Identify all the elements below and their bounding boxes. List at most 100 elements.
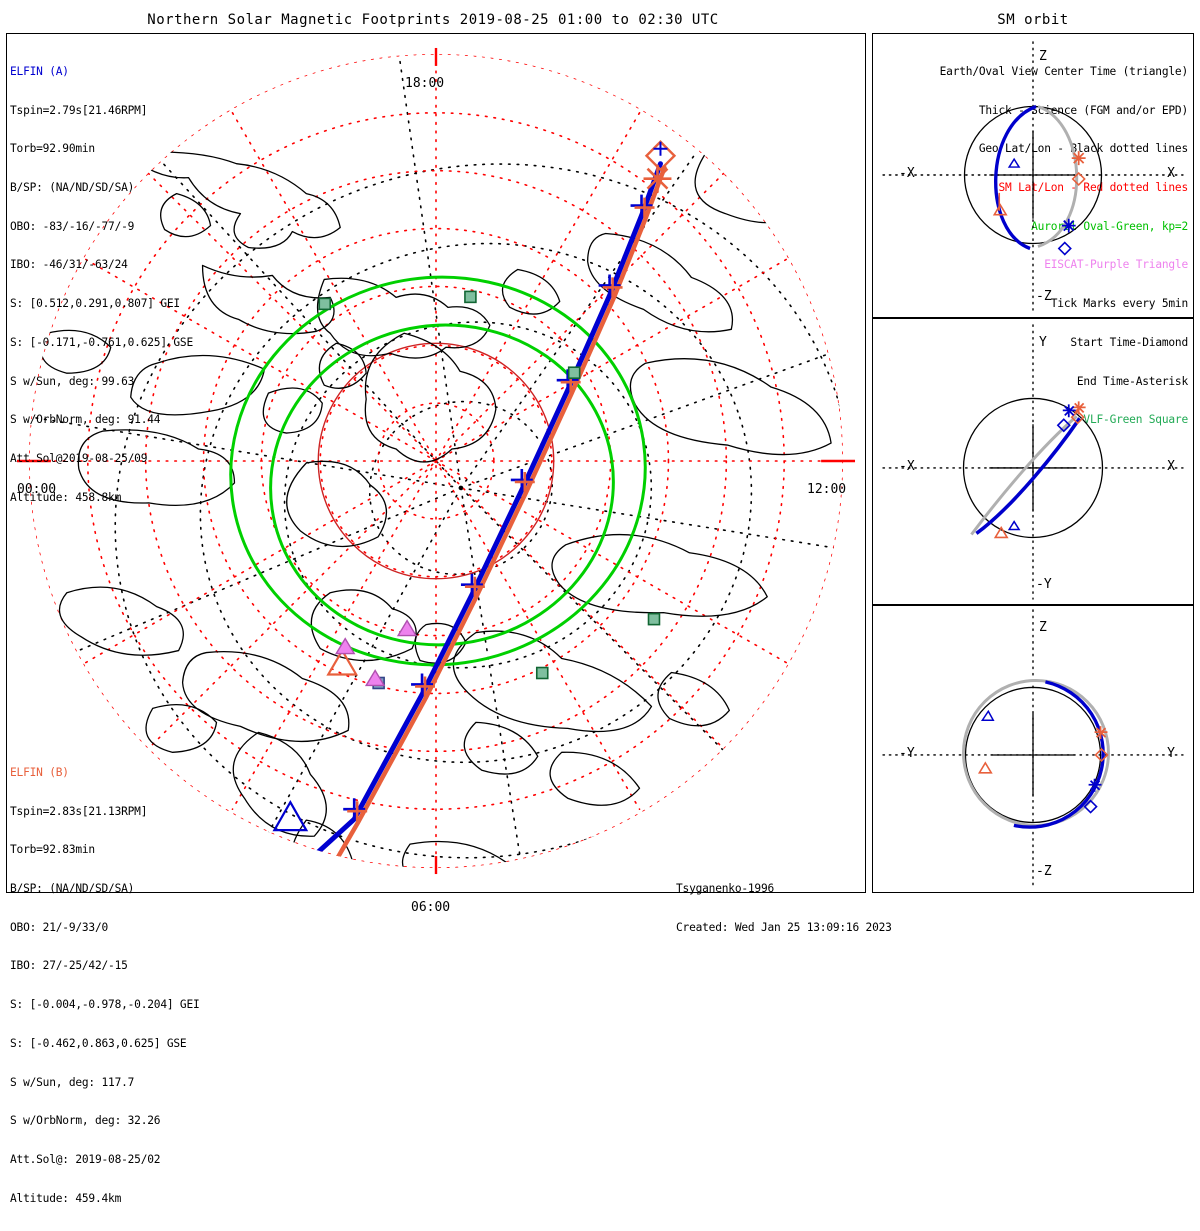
legend-item: Start Time-Diamond (1070, 335, 1188, 349)
elfin-b-line: Torb=92.83min (10, 843, 95, 857)
elfin-a-line: S: [0.512,0.291,0.807] GEI (10, 297, 180, 311)
earth-circle (964, 686, 1102, 824)
elfin-b-line: IBO: 27/-25/42/-15 (10, 959, 128, 973)
sm-orbit-title: SM orbit (997, 12, 1069, 28)
vlf-squares (318, 290, 661, 690)
earth-circle (962, 397, 1104, 539)
elfin-b-line: Altitude: 459.4km (10, 1191, 122, 1205)
axis-label-top: Z (1039, 620, 1047, 635)
page-title: Northern Solar Magnetic Footprints 2019-… (147, 12, 719, 28)
created-timestamp: Created: Wed Jan 25 13:09:16 2023 (676, 920, 892, 934)
elfin-a-line: Tspin=2.79s[21.46RPM] (10, 103, 148, 117)
elfin-a-line: S: [-0.171,-0.761,0.625] GSE (10, 335, 193, 349)
polar-map-panel: 18:00 12:00 00:00 06:00 (6, 33, 866, 915)
marker-b-tri-xz (992, 192, 1008, 216)
marker-a-tri-yz (980, 709, 995, 721)
elfin-a-line: B/SP: (NA/ND/SD/SA) (10, 180, 135, 194)
marker-b-tri-xy (993, 525, 1009, 539)
axis-label-bottom: -Y (1036, 577, 1052, 592)
axis-label-bottom: -Z (1036, 289, 1052, 304)
legend-item: VLF-Green Square (1083, 413, 1188, 427)
geo-graticule (28, 53, 844, 869)
axis-label-right: Y (1167, 746, 1175, 761)
legend-item: SM Lat/Lon - Red dotted lines (998, 180, 1188, 194)
sm-yz-svg (882, 609, 1184, 889)
credits: Tsyganenko-1996 Created: Wed Jan 25 13:0… (676, 857, 892, 960)
sm-orbit-panel-yz: -Y Y Z -Z (872, 605, 1194, 893)
orbit-blue-yz (1013, 680, 1105, 829)
elfin-a-line: Att.Sol@2019-08-25/09 (10, 452, 148, 465)
elfin-b-line: Tspin=2.83s[21.13RPM] (10, 804, 148, 818)
legend-item: Earth/Oval View Center Time (triangle) (939, 64, 1189, 78)
elfin-a-line: Altitude: 458.8km (10, 490, 122, 504)
elfin-a-info: ELFIN (A) Tspin=2.79s[21.46RPM] Torb=92.… (10, 40, 193, 530)
sm-xy-svg (882, 324, 1184, 600)
axis-label-bottom: -Z (1036, 864, 1052, 879)
end-time-asterisk (643, 164, 672, 193)
elfin-a-line: S w/OrbNorm, deg: 91.44 (10, 413, 161, 427)
elfin-b-line: OBO: 21/-9/33/0 (10, 920, 109, 934)
mlt-label-top: 18:00 (405, 76, 445, 91)
legend-item: EISCAT-Purple Triangle (1044, 258, 1188, 272)
sm-orbit-panel-xy: -X X Y -Y (872, 318, 1194, 605)
polar-map-svg (16, 47, 856, 875)
elfin-a-line: Torb=92.90min (10, 142, 95, 156)
model-name: Tsyganenko-1996 (676, 881, 775, 895)
mlt-label-bottom: 06:00 (411, 900, 451, 915)
elfin-a-line: IBO: -46/31/-63/24 (10, 258, 128, 272)
marker-a-start-yz (1083, 799, 1098, 814)
marker-a-start-xz (1057, 241, 1072, 256)
eiscat-triangles (334, 619, 418, 687)
plot-root: Northern Solar Magnetic Footprints 2019-… (6, 12, 1194, 1205)
start-time-diamond (644, 140, 677, 172)
view-center-triangle-b (326, 648, 359, 676)
marker-b-end-xy (1072, 401, 1086, 415)
axis-label-top: Y (1039, 335, 1047, 350)
center-cross (991, 713, 1075, 797)
elfin-b-name: ELFIN (B) (10, 765, 69, 779)
elfin-b-line: Att.Sol@: 2019-08-25/02 (10, 1153, 161, 1166)
axis-label-left: -Y (899, 746, 915, 761)
elfin-b-line: S: [-0.462,0.863,0.625] GSE (10, 1036, 187, 1050)
marker-a-tri-xz (1007, 157, 1021, 168)
marker-b-end-xz (1071, 151, 1086, 166)
auroral-oval (229, 275, 647, 667)
marker-b-start-yz (1094, 747, 1109, 763)
marker-a-end-xz (1061, 218, 1076, 233)
disk-axis-ticks (16, 47, 856, 875)
axis-label-left: -X (899, 459, 915, 474)
axis-label-right: X (1167, 166, 1175, 181)
mlt-label-right: 12:00 (807, 482, 847, 497)
axis-label-top: Z (1039, 49, 1047, 64)
sm-orbit-panel-xz: -X X Z -Z (872, 33, 1194, 318)
marker-b-tri-yz (977, 761, 993, 774)
legend: Earth/Oval View Center Time (triangle) T… (939, 40, 1189, 453)
elfin-a-line: OBO: -83/-16/-77/-9 (10, 219, 135, 233)
marker-a-start-xy (1056, 418, 1071, 433)
elfin-b-info: ELFIN (B) Tspin=2.83s[21.13RPM] Torb=92.… (10, 741, 200, 1231)
orbit-blue-xy (975, 417, 1082, 535)
elfin-b-line: B/SP: (NA/ND/SD/SA) (10, 881, 135, 895)
elfin-b-track (304, 165, 667, 869)
elfin-a-line: S w/Sun, deg: 99.63 (10, 374, 135, 388)
center-cross (989, 424, 1077, 512)
marker-a-end-yz (1088, 778, 1102, 792)
elfin-a-track (249, 161, 663, 869)
elfin-b-line: S w/OrbNorm, deg: 32.26 (10, 1114, 161, 1128)
elfin-a-name: ELFIN (A) (10, 64, 69, 78)
elfin-b-line: S: [-0.004,-0.978,-0.204] GEI (10, 998, 200, 1012)
axis-label-right: X (1167, 459, 1175, 474)
marker-b-end-yz (1094, 726, 1108, 740)
view-center-triangle-a (272, 799, 309, 832)
orbit-gray-xy (970, 415, 1078, 536)
marker-b-start-xz (1071, 171, 1086, 187)
sm-xz-svg (882, 41, 1184, 311)
legend-item: End Time-Asterisk (1076, 374, 1188, 388)
tick-marks-b (347, 197, 655, 822)
mlt-label-left: 00:00 (17, 482, 57, 497)
center-cross (989, 131, 1077, 219)
legend-item: Tick Marks every 5min (1050, 297, 1188, 311)
marker-a-end-xy (1062, 404, 1076, 418)
elfin-b-line: S w/Sun, deg: 117.7 (10, 1075, 135, 1089)
orbit-blue-xz (994, 104, 1037, 251)
